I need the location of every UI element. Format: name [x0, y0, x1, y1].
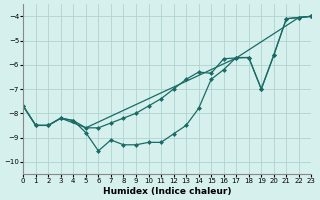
X-axis label: Humidex (Indice chaleur): Humidex (Indice chaleur) — [103, 187, 232, 196]
